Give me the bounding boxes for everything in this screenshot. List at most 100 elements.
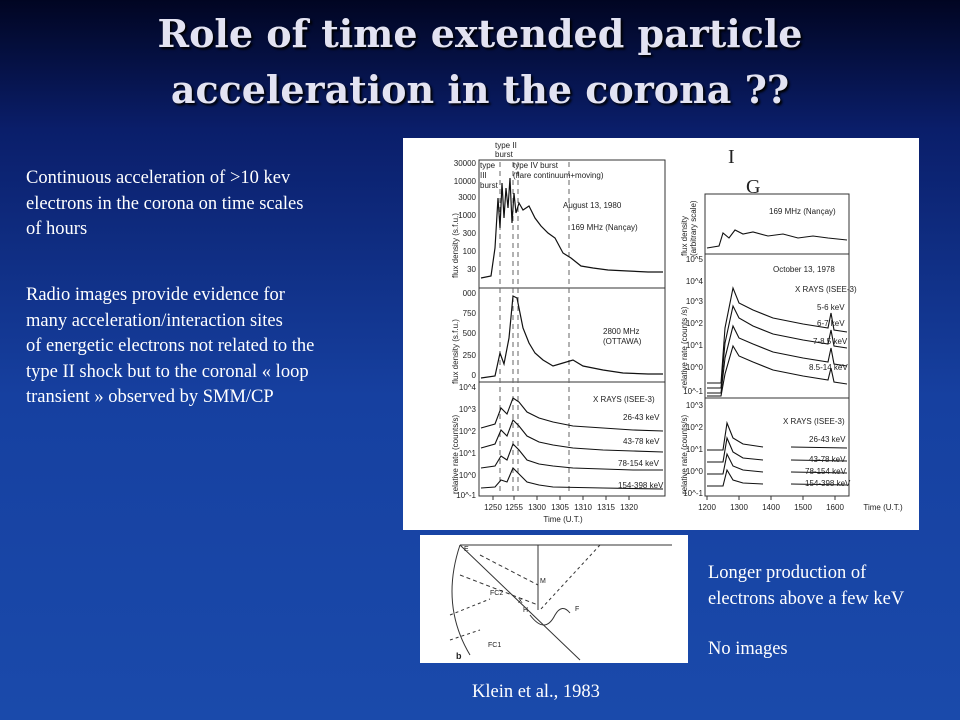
tick: 10^-1 bbox=[683, 489, 703, 498]
annot: 8.5-14 keV bbox=[809, 363, 848, 372]
tick: 10^0 bbox=[459, 471, 477, 480]
right-169mhz-curve bbox=[706, 229, 848, 249]
annot: 43-78 keV bbox=[623, 437, 660, 446]
tick: 10^0 bbox=[686, 467, 704, 476]
annot: 26-43 keV bbox=[623, 413, 660, 422]
tick: 30 bbox=[467, 265, 476, 274]
tick: 10^3 bbox=[459, 405, 477, 414]
right-panel1-ylabel: flux density bbox=[680, 216, 689, 256]
annot: October 13, 1978 bbox=[773, 265, 835, 274]
annot: 26-43 keV bbox=[809, 435, 846, 444]
annot: 169 MHz (Nançay) bbox=[769, 207, 836, 216]
text-line bbox=[708, 612, 904, 637]
annot: X RAYS (ISEE-3) bbox=[593, 395, 655, 404]
left-panel3-frame bbox=[478, 381, 666, 497]
annot: 169 MHz (Nançay) bbox=[571, 223, 638, 232]
right-xray-high-curves bbox=[707, 420, 848, 487]
text-line: electrons in the corona on time scales bbox=[26, 193, 304, 214]
annot: 78-154 keV bbox=[805, 467, 847, 476]
text-line: Continuous acceleration of >10 kev bbox=[26, 168, 291, 188]
sketch-label: F bbox=[575, 606, 579, 613]
xtick: 1200 bbox=[698, 503, 716, 512]
overlay-letter-g: G bbox=[746, 176, 761, 198]
right-panel2-ylabel: relative rate (counts /s) bbox=[680, 306, 689, 388]
annot: III bbox=[480, 171, 487, 180]
left-xray-curves bbox=[480, 397, 664, 490]
xtick: 1315 bbox=[597, 503, 615, 512]
annot: 43-78 keV bbox=[809, 455, 846, 464]
right-panel1-frame bbox=[704, 193, 850, 255]
tick: 000 bbox=[463, 289, 477, 298]
annot: X RAYS (ISEE-3) bbox=[783, 417, 845, 426]
tick: 100 bbox=[463, 247, 477, 256]
overlay-letter-i: I bbox=[728, 146, 735, 168]
annot: 7-8.5 keV bbox=[813, 337, 848, 346]
xtick: 1305 bbox=[551, 503, 569, 512]
annot: burst bbox=[480, 181, 499, 190]
annot: burst bbox=[495, 150, 514, 159]
text-line: electrons above a few keV bbox=[708, 588, 905, 609]
figure-caption: Klein et al., 1983 bbox=[472, 682, 600, 702]
annot: type II bbox=[495, 141, 517, 150]
tick: 10^0 bbox=[686, 363, 704, 372]
text-line: Longer production of bbox=[708, 563, 867, 583]
tick: 10^5 bbox=[686, 255, 704, 264]
xtick: 1320 bbox=[620, 503, 638, 512]
sketch-label: b bbox=[456, 651, 462, 661]
right-panel3-frame bbox=[704, 397, 850, 497]
left-2800mhz-curve bbox=[480, 295, 663, 379]
annot: X RAYS (ISEE-3) bbox=[795, 285, 857, 294]
sketch-label: E bbox=[464, 546, 469, 553]
text-line: No images bbox=[708, 639, 788, 659]
annot: type bbox=[480, 161, 496, 170]
slide-title: Role of time extended particle accelerat… bbox=[0, 6, 960, 118]
left-169mhz-curve bbox=[480, 177, 663, 279]
left-panel2-ylabel: flux density (s.f.u.) bbox=[451, 319, 460, 384]
xtick: 1400 bbox=[762, 503, 780, 512]
tick: 10^2 bbox=[686, 423, 704, 432]
tick: 250 bbox=[463, 351, 477, 360]
left-panel3-ylabel: relative rate (counts/s) bbox=[451, 415, 460, 494]
annot: August 13, 1980 bbox=[563, 201, 622, 210]
text-line: transient » observed by SMM/CP bbox=[26, 387, 274, 407]
annot: 2800 MHz bbox=[603, 327, 639, 336]
tick: 10^-1 bbox=[683, 387, 703, 396]
sketch-label: FC1 bbox=[488, 642, 501, 649]
tick: 10^1 bbox=[686, 445, 704, 454]
annot: 78-154 keV bbox=[618, 459, 660, 468]
annot: 5-6 keV bbox=[817, 303, 845, 312]
left-panel1-ylabel: flux density (s.f.u.) bbox=[451, 213, 460, 278]
xtick: 1255 bbox=[505, 503, 523, 512]
annot: type IV burst bbox=[513, 161, 559, 170]
annot: 154-398 keV bbox=[618, 481, 664, 490]
text-line: of hours bbox=[26, 219, 88, 239]
sketch-label: FC2 bbox=[490, 590, 503, 597]
xtick: 1600 bbox=[826, 503, 844, 512]
text-line: of energetic electrons not related to th… bbox=[26, 336, 315, 356]
right-panel3-ylabel: relative rate (counts/s) bbox=[680, 415, 689, 494]
tick: 10^3 bbox=[686, 401, 704, 410]
geometry-sketch-svg: E FC2 FC1 M X H F b bbox=[449, 544, 672, 661]
text-line: type II shock but to the coronal « loop bbox=[26, 361, 309, 382]
annot: (OTTAWA) bbox=[603, 337, 642, 346]
text-line: many acceleration/interaction sites bbox=[26, 310, 283, 331]
annot: (flare continuum+moving) bbox=[513, 171, 604, 180]
right-xray-low-curves bbox=[707, 286, 848, 397]
time-profiles-figure: flux density (s.f.u.) flux density (s.f.… bbox=[336, 63, 919, 530]
tick: 500 bbox=[463, 329, 477, 338]
xlabel: Time (U.T.) bbox=[863, 503, 903, 512]
tick: 10^4 bbox=[686, 277, 704, 286]
xtick: 1310 bbox=[574, 503, 592, 512]
tick: 1000 bbox=[458, 211, 476, 220]
title-line-1: Role of time extended particle bbox=[157, 11, 803, 56]
tick: 30000 bbox=[454, 159, 477, 168]
tick: 10000 bbox=[454, 177, 477, 186]
tick: 10^1 bbox=[459, 449, 477, 458]
xtick: 1300 bbox=[730, 503, 748, 512]
sketch-label: M bbox=[540, 578, 546, 585]
text-block-longer-production: Longer production of electrons above a f… bbox=[708, 561, 904, 663]
xlabel: Time (U.T.) bbox=[543, 515, 583, 524]
tick: 10^1 bbox=[686, 341, 704, 350]
right-panel1-ylabel2: (arbitrary scale) bbox=[689, 200, 698, 256]
xtick: 1500 bbox=[794, 503, 812, 512]
